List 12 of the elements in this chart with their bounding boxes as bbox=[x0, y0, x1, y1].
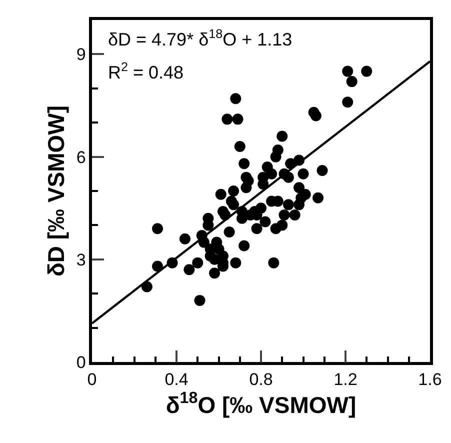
x-tick-label: 1.6 bbox=[418, 370, 442, 390]
x-tick-label: 0.8 bbox=[249, 370, 273, 390]
x-tick-label: 0.4 bbox=[164, 370, 188, 390]
y-tick-label: 3 bbox=[76, 250, 86, 270]
y-axis-title: δD [‰ VSMOW] bbox=[42, 105, 69, 277]
y-tick-label: 9 bbox=[76, 45, 86, 64]
x-axis-title: δ$^{18}$O [‰ VSMOW] bbox=[166, 389, 356, 418]
x-tick-label: 1.2 bbox=[334, 370, 358, 390]
y-tick-label: 6 bbox=[76, 148, 86, 167]
y-tick-label: 0 bbox=[76, 352, 86, 372]
annotation: R$^{2}$ = 0.48 bbox=[108, 60, 184, 83]
annotation: δD = 4.79* δ$^{18}$O + 1.13 bbox=[108, 27, 292, 50]
